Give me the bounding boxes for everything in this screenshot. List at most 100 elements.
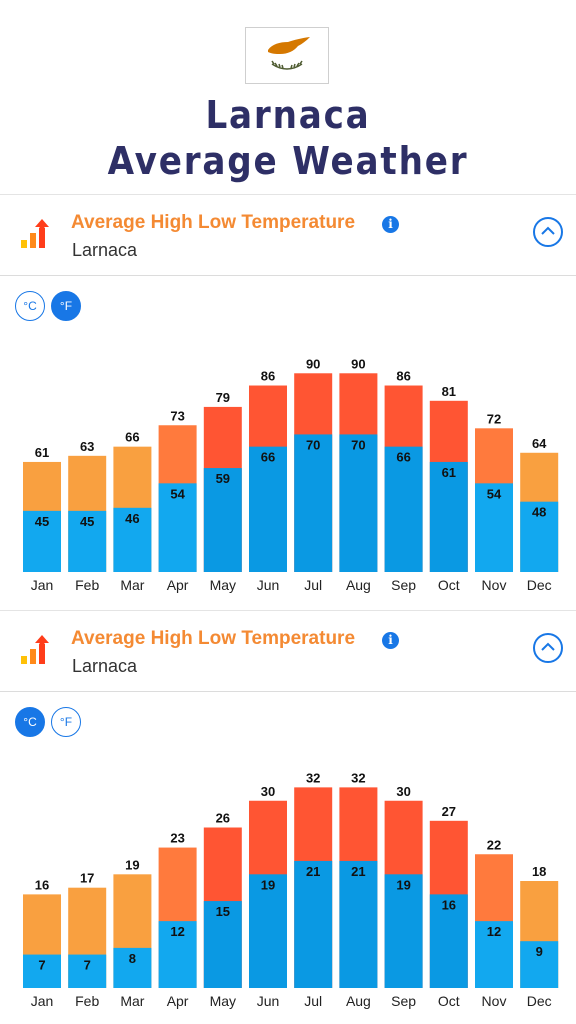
collapse-button[interactable] [533,217,563,247]
month-tick-label: Jan [31,577,54,593]
low-temp-label: 54 [170,486,185,501]
low-temp-bar [68,510,107,572]
celsius-temperature-chart: 16 7 Jan 17 7 Feb 19 8 Mar 23 12 Apr 26 15 May 30 19 Jun 3… [23,770,559,1009]
info-icon[interactable]: i [382,632,399,649]
low-temp-label: 70 [306,437,320,452]
low-temp-bar [113,947,152,988]
low-temp-bar [203,901,242,988]
low-temp-bar [203,468,242,572]
low-temp-bar [158,483,197,572]
fahrenheit-temperature-chart: 61 45 Jan 63 45 Feb 66 46 Mar 73 54 Apr 79 59 May 86 66 J… [23,356,559,593]
month-tick-label: Dec [527,993,552,1009]
low-temp-label: 16 [442,897,456,912]
section-title: Average High Low Temperature [71,628,356,649]
low-temp-bar [475,921,513,988]
high-temp-label: 61 [35,445,49,460]
low-temp-bar [68,954,107,988]
month-tick-label: Jun [257,577,280,593]
month-tick-label: Jan [31,993,54,1009]
low-temp-label: 21 [306,864,320,879]
low-temp-bar [23,954,61,988]
low-temp-bar [520,941,559,988]
low-temp-bar [429,894,468,988]
high-temp-label: 90 [351,356,365,371]
section-header-fahrenheit: Average High Low Temperature i Larnaca [0,194,576,276]
fahrenheit-toggle[interactable]: °F [51,707,81,737]
month-tick-label: Aug [346,993,371,1009]
high-temp-label: 73 [170,408,184,423]
high-temp-label: 23 [170,831,184,846]
high-temp-label: 26 [216,811,230,826]
low-temp-label: 66 [396,450,410,465]
low-temp-bar [23,510,61,572]
low-temp-label: 46 [125,511,139,526]
month-tick-label: Apr [167,993,189,1009]
high-temp-label: 32 [306,770,320,785]
low-temp-bar [113,507,152,572]
high-temp-label: 79 [216,390,230,405]
low-temp-bar [339,860,378,988]
month-tick-label: Jul [304,993,322,1009]
high-temp-label: 27 [442,804,456,819]
high-temp-label: 22 [487,837,501,852]
page-title-line2: Average Weather [107,139,469,183]
page-title-line1: Larnaca [205,93,371,137]
section-title: Average High Low Temperature [71,212,356,233]
low-temp-label: 48 [532,505,546,520]
chevron-up-icon [541,226,555,235]
low-temp-label: 15 [216,904,230,919]
month-tick-label: Sep [391,577,416,593]
month-tick-label: Oct [438,577,460,593]
month-tick-label: May [210,577,236,593]
month-tick-label: Mar [120,577,144,593]
chevron-up-icon [541,642,555,651]
low-temp-bar [339,434,378,572]
high-temp-label: 30 [261,784,275,799]
low-temp-bar [249,874,287,988]
celsius-toggle[interactable]: °C [15,707,45,737]
low-temp-label: 61 [442,465,456,480]
high-temp-label: 16 [35,877,49,892]
high-temp-label: 30 [396,784,410,799]
temperature-bars-icon [20,219,52,256]
section-subtitle: Larnaca [72,656,138,676]
low-temp-bar [158,921,197,988]
low-temp-bar [429,461,468,572]
month-tick-label: Aug [346,577,371,593]
high-temp-label: 18 [532,864,546,879]
cyprus-flag [245,27,329,84]
low-temp-bar [249,446,287,572]
low-temp-label: 66 [261,450,275,465]
low-temp-bar [294,860,333,988]
low-temp-label: 8 [129,951,136,966]
low-temp-label: 12 [487,924,501,939]
high-temp-label: 63 [80,439,94,454]
month-tick-label: Sep [391,993,416,1009]
low-temp-label: 7 [38,958,45,973]
low-temp-label: 54 [487,486,502,501]
section-subtitle: Larnaca [72,240,138,260]
low-temp-label: 12 [170,924,184,939]
month-tick-label: Apr [167,577,189,593]
month-tick-label: Jun [257,993,280,1009]
low-temp-label: 59 [216,471,230,486]
collapse-button[interactable] [533,633,563,663]
low-temp-bar [475,483,513,572]
month-tick-label: Jul [304,577,322,593]
fahrenheit-toggle[interactable]: °F [51,291,81,321]
month-tick-label: Feb [75,993,99,1009]
info-icon[interactable]: i [382,216,399,233]
low-temp-label: 45 [80,514,94,529]
month-tick-label: Feb [75,577,99,593]
high-temp-label: 86 [261,369,275,384]
low-temp-label: 21 [351,864,365,879]
month-tick-label: Nov [482,577,507,593]
low-temp-label: 9 [536,944,543,959]
celsius-toggle[interactable]: °C [15,291,45,321]
month-tick-label: Mar [120,993,144,1009]
month-tick-label: Nov [482,993,507,1009]
high-temp-label: 66 [125,430,139,445]
month-tick-label: May [210,993,236,1009]
month-tick-label: Dec [527,577,552,593]
high-temp-label: 72 [487,411,501,426]
